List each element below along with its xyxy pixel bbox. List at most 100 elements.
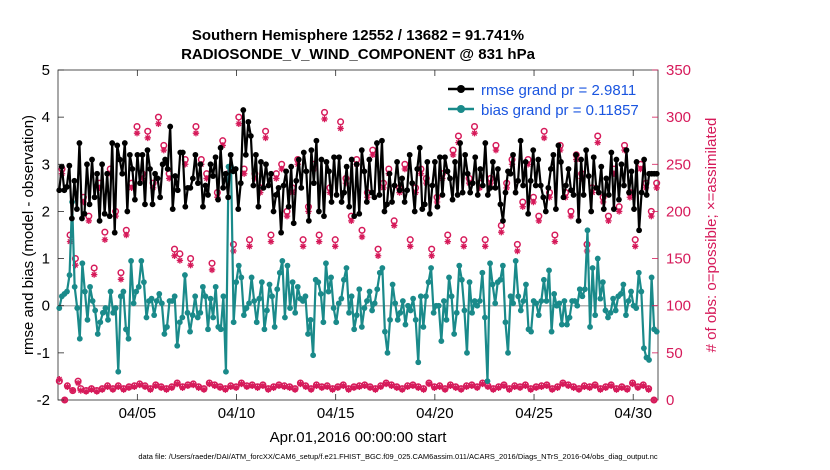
assimilated-obs-point — [345, 386, 352, 393]
bias-point — [271, 324, 278, 330]
rmse-point — [447, 175, 453, 182]
assimilated-obs-point — [551, 238, 559, 245]
rmse-line — [58, 108, 657, 234]
bias-point — [294, 283, 301, 290]
bias-point — [340, 276, 347, 283]
rmse-point — [212, 154, 219, 161]
bias-point — [584, 227, 591, 234]
bias-point — [510, 300, 517, 307]
assimilated-obs-point — [61, 396, 68, 404]
bias-point — [266, 281, 273, 288]
assimilated-obs-point — [192, 129, 200, 137]
rmse-point — [391, 182, 398, 189]
y-left-tick-label: 0 — [42, 298, 50, 315]
bias-point — [646, 357, 652, 363]
rmse-point — [454, 192, 461, 198]
bias-point — [594, 255, 601, 262]
assimilated-obs-point — [490, 386, 497, 393]
rmse-point — [416, 144, 423, 151]
chart-title-line1: Southern Hemisphere 12552 / 13682 = 91.7… — [192, 27, 524, 44]
bias-point — [256, 295, 263, 302]
bias-point — [435, 302, 442, 309]
rmse-point — [568, 187, 574, 194]
rmse-point — [633, 159, 640, 165]
y-right-tick-label: 100 — [666, 298, 691, 315]
bias-point — [405, 302, 411, 309]
y-right-tick-label: 250 — [666, 156, 691, 173]
bias-point — [587, 324, 593, 330]
possible-obs-point — [454, 132, 462, 140]
assimilated-obs-point — [388, 382, 395, 390]
assimilated-obs-point — [575, 386, 583, 393]
assimilated-obs-point — [645, 386, 652, 393]
rmse-point — [96, 217, 103, 224]
rmse-point — [247, 133, 254, 139]
assimilated-obs-point — [538, 383, 545, 390]
rmse-point — [472, 154, 479, 161]
bias-point — [538, 298, 545, 304]
bias-point — [502, 319, 509, 326]
assimilated-obs-point — [77, 387, 84, 394]
rmse-point — [104, 170, 111, 177]
rmse-point — [222, 170, 229, 177]
assimilated-obs-point — [203, 175, 210, 182]
possible-obs-point — [170, 245, 179, 253]
assimilated-obs-point — [168, 384, 176, 391]
rmse-point — [459, 189, 466, 196]
rmse-point — [482, 140, 489, 146]
x-axis-label: Apr.01,2016 00:00:00 start — [270, 429, 448, 446]
assimilated-obs-point — [340, 382, 347, 390]
assimilated-obs-point — [243, 383, 251, 390]
rmse-point — [270, 208, 277, 215]
bias-point — [287, 305, 293, 311]
rmse-point — [305, 217, 312, 224]
bias-point — [410, 295, 417, 302]
bias-point — [238, 274, 245, 281]
assimilated-obs-point — [297, 380, 304, 388]
rmse-point — [563, 182, 569, 189]
rmse-point — [429, 182, 436, 189]
bias-point — [230, 319, 237, 326]
rmse-point — [580, 192, 587, 198]
bias-point — [387, 316, 393, 323]
chart-title-line2: RADIOSONDE_V_WIND_COMPONENT @ 831 hPa — [181, 46, 536, 63]
bias-point — [623, 312, 629, 319]
assimilated-obs-point — [476, 184, 484, 192]
rmse-point — [487, 184, 494, 191]
rmse-point — [507, 170, 514, 177]
rmse-point — [321, 213, 327, 220]
rmse-point — [240, 107, 247, 113]
assimilated-obs-point — [436, 383, 443, 390]
rmse-point — [242, 151, 249, 158]
bias-point — [505, 349, 511, 356]
assimilated-obs-point — [420, 386, 427, 393]
assimilated-obs-point — [473, 384, 481, 391]
bias-point — [497, 276, 504, 283]
bias-point — [138, 258, 145, 264]
assimilated-obs-point — [88, 386, 95, 393]
assimilated-obs-point — [543, 382, 551, 390]
bias-point — [169, 298, 176, 304]
possible-obs-point — [71, 255, 79, 263]
assimilated-obs-point — [69, 387, 76, 394]
assimilated-obs-point — [407, 243, 414, 250]
assimilated-obs-point — [653, 184, 660, 192]
rmse-point — [608, 149, 615, 156]
bias-point — [192, 293, 199, 300]
assimilated-obs-point — [471, 129, 478, 137]
bias-point — [179, 314, 186, 321]
assimilated-obs-point — [511, 383, 518, 390]
assimilated-obs-point — [479, 380, 486, 388]
rmse-point — [631, 206, 637, 212]
rmse-point — [119, 170, 126, 177]
rmse-point — [144, 147, 151, 154]
rmse-point — [346, 203, 353, 210]
bias-point — [258, 279, 265, 286]
bias-point — [305, 331, 311, 337]
rmse-point — [442, 154, 448, 161]
assimilated-obs-point — [222, 386, 229, 393]
bias-point — [602, 307, 609, 314]
rmse-point — [137, 180, 143, 187]
assimilated-obs-point — [532, 384, 540, 391]
bias-point — [161, 331, 168, 337]
